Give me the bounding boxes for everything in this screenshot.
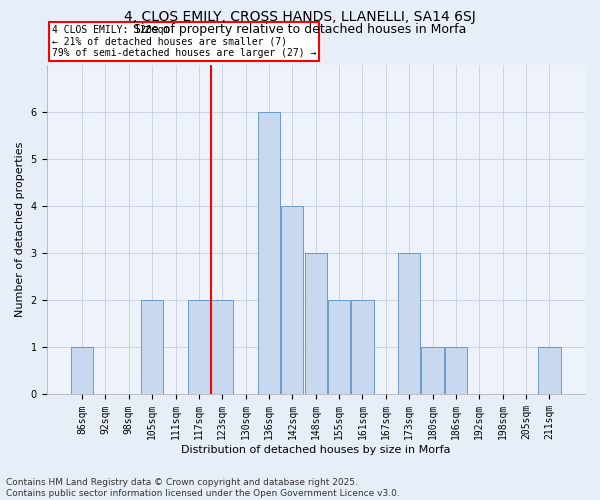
Bar xyxy=(188,300,210,394)
X-axis label: Distribution of detached houses by size in Morfa: Distribution of detached houses by size … xyxy=(181,445,451,455)
Y-axis label: Number of detached properties: Number of detached properties xyxy=(15,142,25,318)
Bar xyxy=(305,254,327,394)
Bar xyxy=(141,300,163,394)
Bar xyxy=(445,348,467,395)
Bar xyxy=(352,300,374,394)
Bar xyxy=(328,300,350,394)
Bar xyxy=(258,112,280,395)
Text: Size of property relative to detached houses in Morfa: Size of property relative to detached ho… xyxy=(133,22,467,36)
Bar xyxy=(421,348,443,395)
Text: Contains HM Land Registry data © Crown copyright and database right 2025.
Contai: Contains HM Land Registry data © Crown c… xyxy=(6,478,400,498)
Bar xyxy=(211,300,233,394)
Bar xyxy=(538,348,560,395)
Bar xyxy=(398,254,421,394)
Bar xyxy=(71,348,93,395)
Bar xyxy=(281,206,304,394)
Text: 4 CLOS EMILY: 120sqm
← 21% of detached houses are smaller (7)
79% of semi-detach: 4 CLOS EMILY: 120sqm ← 21% of detached h… xyxy=(52,25,316,58)
Text: 4, CLOS EMILY, CROSS HANDS, LLANELLI, SA14 6SJ: 4, CLOS EMILY, CROSS HANDS, LLANELLI, SA… xyxy=(124,10,476,24)
